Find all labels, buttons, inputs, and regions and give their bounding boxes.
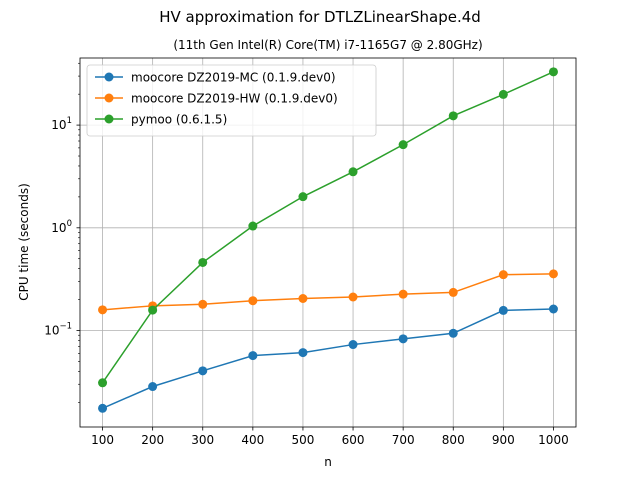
x-axis-label: n xyxy=(324,455,332,469)
chart-title: HV approximation for DTLZLinearShape.4d xyxy=(159,8,481,26)
x-tick-label: 100 xyxy=(91,433,114,447)
x-tick-label: 300 xyxy=(191,433,214,447)
series-line-0 xyxy=(102,308,554,409)
series-line-1 xyxy=(102,273,554,311)
series-1-point xyxy=(198,299,208,309)
series-1-point xyxy=(448,287,458,297)
series-2-point xyxy=(298,192,308,202)
y-tick-label: 100 xyxy=(51,219,72,235)
series-2-point xyxy=(348,167,358,177)
series-0-point xyxy=(448,328,458,338)
series-0-point xyxy=(298,348,308,358)
series-0-point xyxy=(398,334,408,344)
x-tick-label: 700 xyxy=(392,433,415,447)
legend-label: pymoo (0.6.1.5) xyxy=(131,113,227,127)
series-2-point xyxy=(248,221,258,231)
series-1-point xyxy=(248,296,258,306)
series-0-point xyxy=(348,340,358,350)
series-0-point xyxy=(98,403,108,413)
legend-box xyxy=(86,64,377,137)
series-1-point xyxy=(98,305,108,315)
y-axis: 10−1 100 101 xyxy=(44,62,80,403)
legend-label: moocore DZ2019-MC (0.1.9.dev0) xyxy=(131,71,336,85)
x-tick-label: 600 xyxy=(342,433,365,447)
series-2-point xyxy=(498,89,508,99)
series-2-point xyxy=(148,305,158,315)
x-tick-label: 500 xyxy=(291,433,314,447)
x-tick-label: 400 xyxy=(241,433,264,447)
series-1-point xyxy=(498,270,508,280)
chart-subtitle: (11th Gen Intel(R) Core(TM) i7-1165G7 @ … xyxy=(173,38,482,52)
series-0-point xyxy=(248,351,258,361)
series-1-point xyxy=(398,289,408,299)
legend-label: moocore DZ2019-HW (0.1.9.dev0) xyxy=(131,92,338,106)
series-2-point xyxy=(198,257,208,267)
series-1-point xyxy=(348,292,358,302)
x-tick-label: 900 xyxy=(492,433,515,447)
series-0-point xyxy=(198,366,208,376)
legend-swatch-marker xyxy=(104,114,114,124)
series-0-point xyxy=(548,304,558,314)
legend-swatch-marker xyxy=(104,72,114,82)
series-1-point xyxy=(548,269,558,279)
series-1-point xyxy=(298,293,308,303)
series-2-point xyxy=(98,378,108,388)
y-axis-label: CPU time (seconds) xyxy=(17,183,31,301)
series-0-point xyxy=(148,382,158,392)
series-0-point xyxy=(498,305,508,315)
plot-area-frame xyxy=(79,57,577,428)
series-line-2 xyxy=(101,71,554,384)
legend: moocore DZ2019-MC (0.1.9.dev0) moocore DZ… xyxy=(86,64,377,137)
legend-swatch-marker xyxy=(104,93,114,103)
y-tick-label: 101 xyxy=(51,116,72,132)
y-tick-label: 10−1 xyxy=(44,322,72,338)
x-axis: 100 200 300 400 500 600 700 800 900 1000 xyxy=(91,427,569,447)
series-2-point xyxy=(548,67,558,77)
series-2-point xyxy=(448,111,458,121)
series-group xyxy=(98,67,558,413)
x-tick-label: 200 xyxy=(141,433,164,447)
series-2-point xyxy=(398,140,408,150)
x-tick-label: 800 xyxy=(442,433,465,447)
x-tick-label: 1000 xyxy=(538,433,569,447)
